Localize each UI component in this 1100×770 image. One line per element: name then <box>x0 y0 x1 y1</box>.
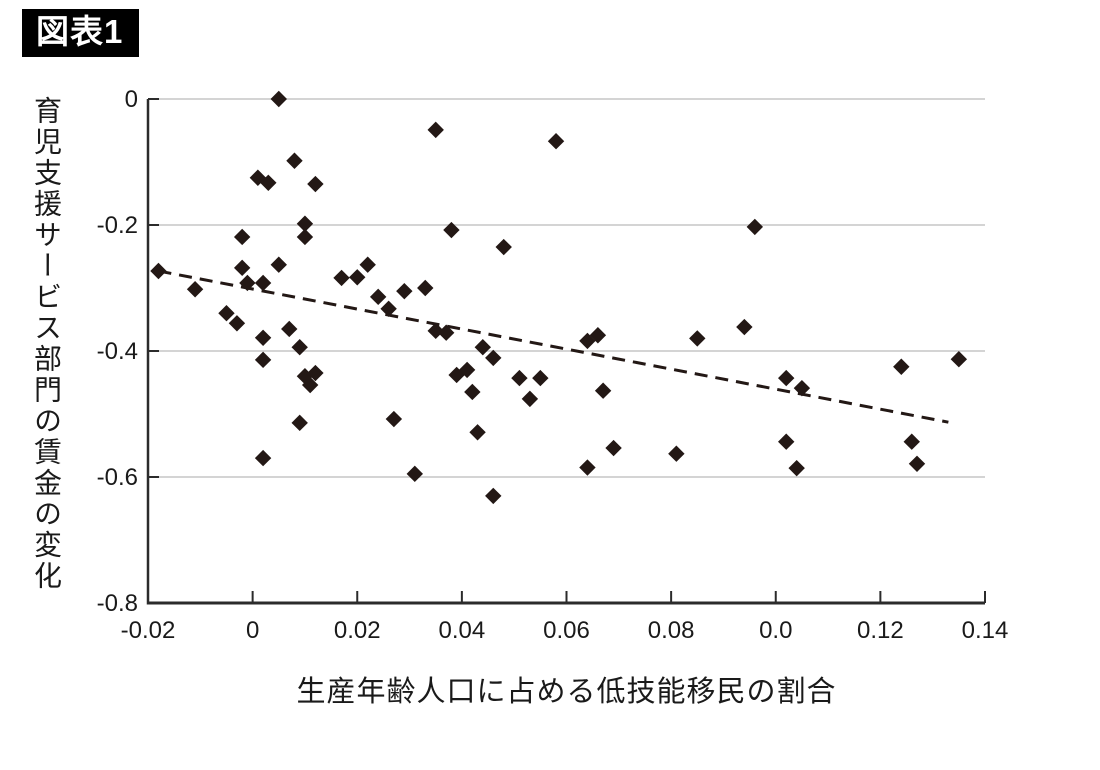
data-point <box>579 332 596 350</box>
data-point <box>233 228 251 246</box>
y-tick-label: -0.8 <box>97 590 138 617</box>
x-tick-label: 0.14 <box>962 617 1009 644</box>
data-point <box>150 262 167 280</box>
x-axis-title: 生産年齢人口に占める低技能移民の割合 <box>296 676 837 708</box>
x-tick-label: 0 <box>246 617 259 644</box>
data-point <box>778 369 795 387</box>
data-point <box>532 369 549 387</box>
y-tick-label: 0 <box>125 86 138 113</box>
data-point <box>589 327 607 344</box>
data-point <box>485 349 502 367</box>
data-point <box>270 90 287 108</box>
data-point <box>579 459 596 476</box>
data-point <box>908 455 926 472</box>
data-point <box>427 322 444 340</box>
data-point <box>228 315 246 332</box>
figure-badge: 図表1 <box>22 9 140 58</box>
y-tick-label: -0.6 <box>97 464 138 491</box>
data-point <box>893 358 910 375</box>
x-tick-label: 0.0 <box>759 617 792 644</box>
y-axis-title: 育児支援サービス部門の賃金の変化 <box>31 96 62 592</box>
data-point <box>254 329 272 346</box>
data-point <box>385 410 403 428</box>
trend-line <box>158 269 949 424</box>
data-point <box>307 364 324 382</box>
data-point <box>793 379 811 397</box>
data-point <box>380 300 397 317</box>
data-point <box>458 361 476 379</box>
data-point <box>746 218 764 236</box>
data-point <box>359 256 376 273</box>
data-point <box>281 320 298 338</box>
y-tick-label: -0.2 <box>97 212 138 239</box>
x-tick-label: -0.02 <box>121 617 176 644</box>
data-point <box>186 281 204 298</box>
data-point <box>736 318 753 336</box>
data-point <box>950 350 968 368</box>
data-point <box>443 221 460 239</box>
data-point <box>369 288 387 306</box>
data-point <box>689 330 706 347</box>
data-point <box>233 259 251 277</box>
data-point <box>668 445 685 462</box>
data-point <box>437 324 455 341</box>
data-point <box>495 238 512 256</box>
data-point <box>301 376 319 394</box>
data-point <box>903 433 920 450</box>
data-point <box>406 465 423 483</box>
data-point <box>218 305 235 322</box>
data-point <box>260 174 277 191</box>
data-point <box>349 269 366 286</box>
data-point <box>286 152 303 169</box>
data-point <box>307 175 324 193</box>
data-point <box>464 383 481 401</box>
data-point <box>417 279 434 297</box>
data-point <box>291 339 308 356</box>
data-point <box>778 433 795 450</box>
data-point <box>254 449 272 467</box>
data-point <box>594 382 612 399</box>
data-point <box>474 339 491 356</box>
data-point <box>547 133 565 150</box>
data-point <box>605 439 622 457</box>
x-tick-label: 0.08 <box>648 617 695 644</box>
x-tick-label: 0.12 <box>857 617 904 644</box>
data-point <box>469 424 486 441</box>
data-point <box>333 269 350 287</box>
data-point <box>788 459 805 477</box>
data-point <box>239 274 256 292</box>
data-point <box>296 228 314 246</box>
data-point <box>511 369 528 387</box>
data-point <box>521 390 539 408</box>
data-point <box>427 121 444 139</box>
data-point <box>485 487 502 505</box>
y-tick-label: -0.4 <box>97 338 138 365</box>
x-tick-label: 0.02 <box>334 617 381 644</box>
data-point <box>396 282 413 300</box>
data-point <box>254 274 272 292</box>
figure-badge-label: 図表1 <box>36 13 124 50</box>
data-point <box>291 414 308 432</box>
x-tick-label: 0.06 <box>543 617 590 644</box>
data-point <box>254 351 272 369</box>
data-point <box>270 256 287 273</box>
x-tick-label: 0.04 <box>439 617 486 644</box>
data-point <box>296 215 314 232</box>
